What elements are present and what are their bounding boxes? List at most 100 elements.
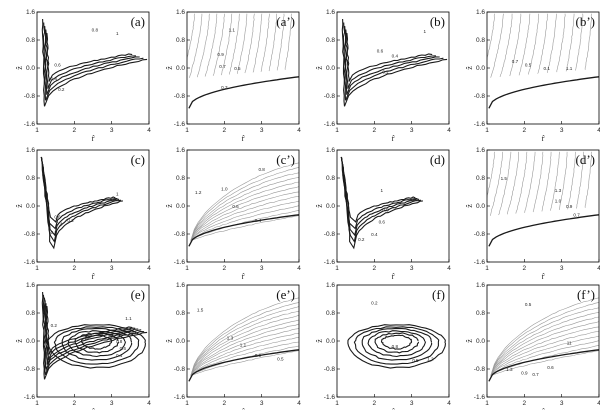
contour-label: 1.3: [506, 367, 513, 372]
contour-line: [229, 13, 240, 75]
y-tick-label: 0.0: [326, 65, 335, 72]
contour-line: [567, 151, 576, 210]
x-tick-label: 4: [597, 127, 600, 134]
y-axis-label: ẑ: [315, 66, 324, 70]
contour-line: [347, 324, 447, 369]
y-tick-label: 0.8: [326, 310, 335, 317]
x-axis-label: r̂: [241, 134, 245, 143]
y-tick-label: -1.6: [24, 394, 36, 401]
y-tick-label: 1.6: [476, 282, 485, 289]
y-tick-label: 0.8: [476, 310, 485, 317]
y-tick-label: 0.8: [326, 37, 335, 44]
contour-label: 0.5: [412, 358, 419, 363]
contour-label: 0.2: [51, 230, 58, 235]
contour-line: [40, 156, 120, 237]
contour-line: [584, 151, 592, 208]
y-tick-label: 0.0: [476, 65, 485, 72]
contour-line: [490, 316, 599, 377]
contour-line: [344, 25, 440, 95]
y-axis-label: ẑ: [15, 339, 24, 343]
contour-line: [487, 13, 495, 61]
panel-c: 1.2 1.0 0.8 0.6 0.4 1.6 0.8 0.0 -0.8 -1.61 2 3 4 ẑ r̂ (…: [165, 147, 301, 281]
x-tick-label: 3: [260, 400, 264, 407]
contour-line: [490, 345, 599, 377]
contour-line: [41, 18, 148, 107]
x-axis-label: r̂: [91, 407, 95, 410]
boundary-line: [488, 76, 599, 109]
contour-line: [190, 177, 299, 242]
contour-line: [187, 13, 195, 61]
contour-line: [341, 18, 448, 107]
x-tick-label: 3: [260, 265, 264, 272]
panel-d: 1.5 1.3 1.0 0.90.7 1.6 0.8 0.0 -0.8 -1.61 2 3 4 ẑ r̂ (…: [465, 147, 600, 281]
panel-b: 0.7 0.5 0.1 1.1 1.6 0.8 0.0 -0.8 -1.61 2 3 4 ẑ r̂ (b’): [465, 9, 600, 143]
x-tick-label: 1: [335, 400, 339, 407]
boundary-line: [488, 349, 599, 382]
y-tick-label: 0.8: [176, 37, 185, 44]
y-axis-label: ẑ: [465, 204, 474, 208]
y-axis-label: ẑ: [465, 339, 474, 343]
x-tick-label: 1: [485, 400, 489, 407]
x-tick-label: 2: [373, 265, 377, 272]
contour-line: [244, 13, 255, 74]
y-tick-label: -1.6: [474, 394, 486, 401]
contour-label: 1.0: [221, 186, 228, 191]
contour-line: [42, 22, 144, 101]
contour-label: 0.6: [120, 346, 127, 351]
contour-line: [190, 328, 299, 377]
contour-line: [490, 335, 599, 376]
y-tick-label: 0.0: [26, 338, 35, 345]
contour-lines: [187, 13, 299, 109]
panel-e: 1.110.80.60.40.21.60.80.0-0.8-1.61234ẑr̂…: [15, 282, 151, 410]
panel-f: 0.2 0.8 0.5 1.2 1.6 0.8 0.0 -0.8 -1.61 2 3 4 ẑ r̂ (f): [315, 282, 451, 410]
contour-line: [284, 13, 292, 70]
y-axis-label: ẑ: [15, 66, 24, 70]
contour-line: [46, 305, 133, 355]
x-axis-label: r̂: [241, 272, 245, 281]
x-tick-label: 4: [447, 127, 451, 134]
contour-label: 0.4: [51, 76, 58, 81]
contour-label: 0.2: [371, 300, 378, 305]
boundary-line: [188, 214, 299, 247]
contour-line: [374, 332, 420, 354]
contour-line: [576, 151, 584, 209]
panel-b: 10.60.40.21.60.80.0-0.8-1.61 2 3 4ẑr̂(b): [315, 9, 451, 143]
y-tick-label: -0.8: [324, 366, 336, 373]
y-tick-label: 0.8: [476, 37, 485, 44]
contour-label: 1: [423, 29, 426, 34]
x-axis-label: r̂: [541, 134, 545, 143]
contour-lines: [487, 151, 599, 247]
boundary-line: [188, 76, 299, 109]
contour-lines: [341, 18, 448, 107]
y-axis-label: ẑ: [315, 339, 324, 343]
y-tick-label: 1.6: [26, 282, 35, 289]
contour-label: 1: [116, 192, 119, 197]
x-tick-label: 1: [185, 265, 189, 272]
y-tick-label: 0.8: [26, 37, 35, 44]
contour-label: 1.5: [197, 307, 204, 312]
y-axis-label: ẑ: [165, 66, 174, 70]
contour-line: [499, 13, 513, 77]
x-axis-label: r̂: [91, 134, 95, 143]
y-tick-label: 1.6: [326, 9, 335, 16]
y-tick-label: -0.8: [174, 366, 186, 373]
panel-label: (c): [131, 152, 145, 167]
y-tick-label: 0.0: [26, 65, 35, 72]
contour-line: [537, 13, 548, 74]
contour-line: [490, 340, 599, 377]
x-tick-label: 1: [185, 400, 189, 407]
contour-line: [575, 13, 584, 71]
contour-lines: [40, 156, 123, 250]
contour-lines: [188, 162, 299, 247]
contour-line: [190, 215, 299, 242]
contour-line: [190, 210, 299, 242]
y-tick-label: 1.6: [26, 9, 35, 16]
contour-label: 0.7: [532, 372, 539, 377]
y-tick-label: 0.0: [176, 338, 185, 345]
x-tick-label: 3: [110, 265, 114, 272]
contour-line: [190, 181, 299, 242]
contour-line: [190, 302, 299, 376]
x-axis-label: r̂: [391, 272, 395, 281]
contour-line: [532, 151, 544, 213]
panel-label: (b): [430, 14, 445, 29]
